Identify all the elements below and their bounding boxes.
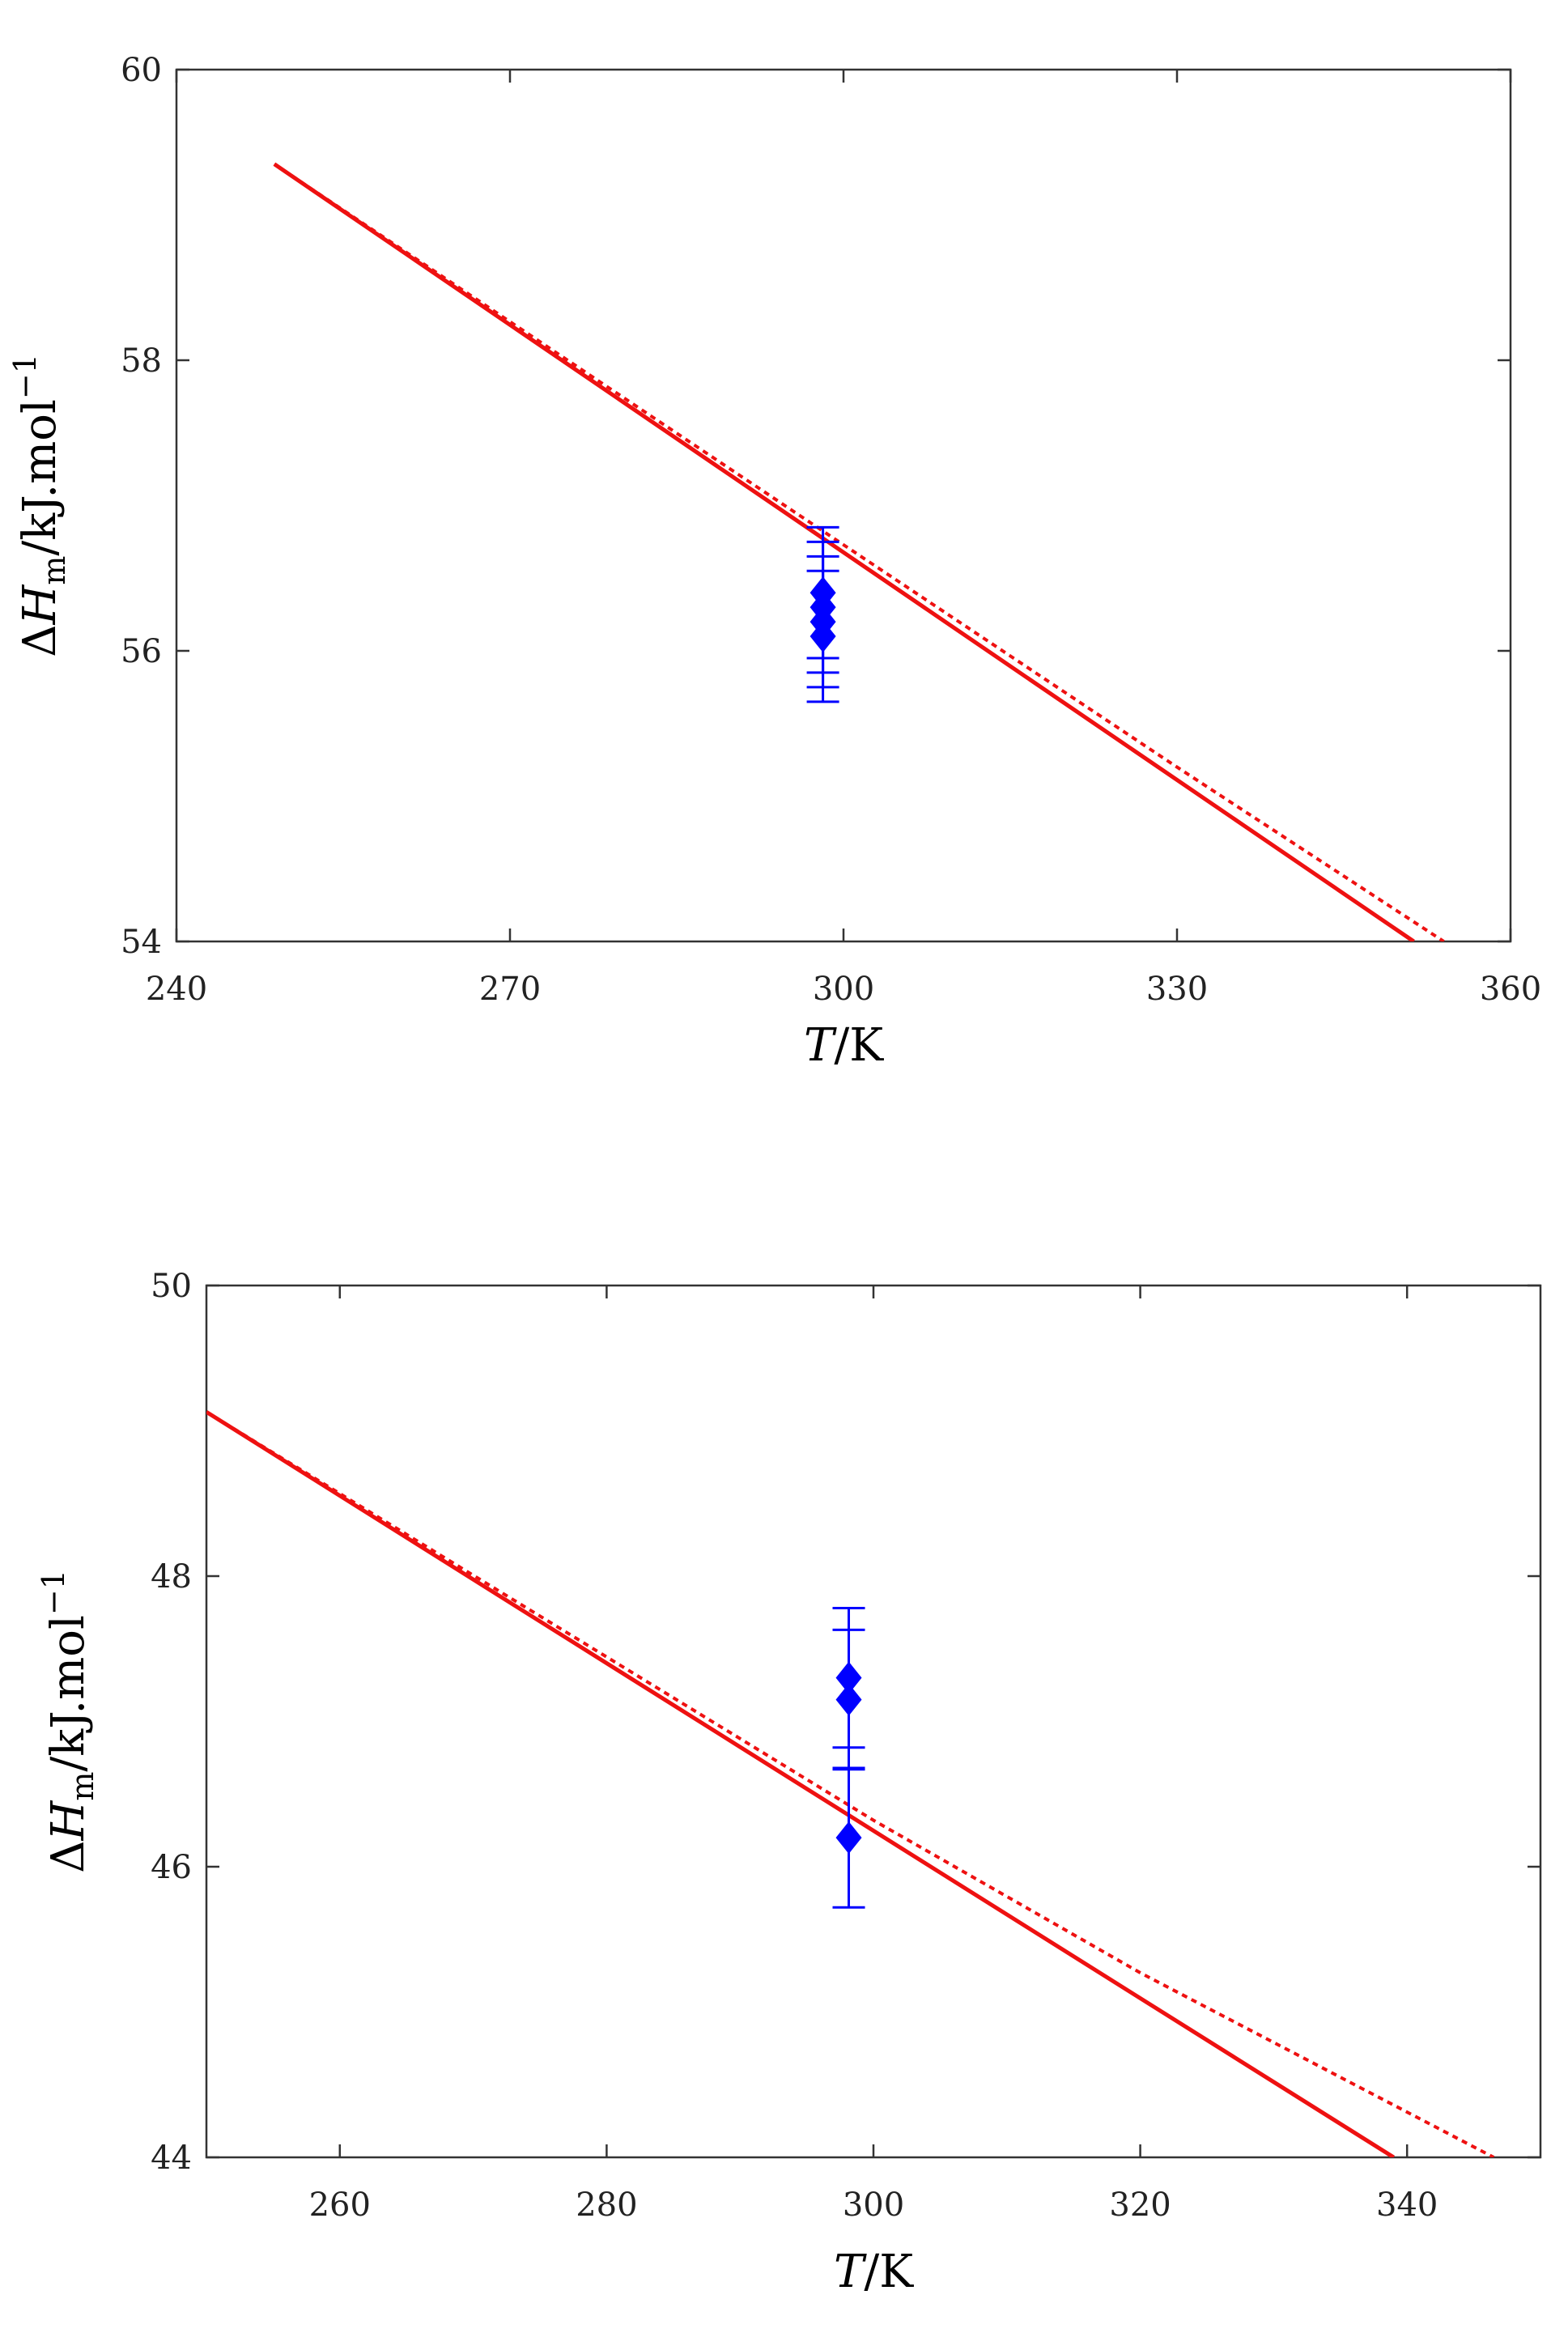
x-axis-label: T/K bbox=[834, 2246, 914, 2298]
chart-bottom: 260 280 300 320 340 44 46 48 50 T/K ΔHm/kJ.mol−1 bbox=[36, 1268, 1542, 2298]
plot-frame bbox=[205, 1284, 1542, 2159]
chart-top: 240 270 300 330 360 54 56 58 60 T/K ΔHm/kJ.mol−1 bbox=[7, 52, 1541, 1072]
x-tick-label: 300 bbox=[843, 2186, 904, 2224]
data-point bbox=[835, 1661, 862, 1694]
y-tick-label: 54 bbox=[121, 924, 162, 961]
series-line-solid bbox=[206, 1410, 1396, 2157]
y-tick-label: 44 bbox=[151, 2140, 192, 2177]
x-tick-label: 330 bbox=[1146, 971, 1208, 1008]
x-tick-label: 340 bbox=[1376, 2186, 1438, 2224]
series-line-dotted bbox=[206, 1410, 1495, 2157]
y-axis-label: ΔHm/kJ.mol−1 bbox=[36, 1570, 100, 1873]
y-axis-label: ΔHm/kJ.mol−1 bbox=[7, 354, 72, 657]
x-tick-label: 240 bbox=[146, 971, 207, 1008]
y-tick-label: 56 bbox=[121, 633, 162, 670]
series-line-solid bbox=[273, 162, 1415, 941]
x-tick-label: 270 bbox=[479, 971, 541, 1008]
x-tick-label: 280 bbox=[576, 2186, 637, 2224]
y-tick-label: 50 bbox=[151, 1268, 192, 1305]
plot-frame bbox=[175, 68, 1512, 943]
x-tick-label: 320 bbox=[1109, 2186, 1171, 2224]
y-tick-label: 60 bbox=[121, 52, 162, 89]
x-tick-label: 360 bbox=[1480, 971, 1541, 1008]
y-tick-label: 46 bbox=[151, 1849, 192, 1886]
y-tick-label: 58 bbox=[121, 342, 162, 380]
data-point bbox=[835, 1821, 862, 1855]
y-tick-label: 48 bbox=[151, 1558, 192, 1596]
x-tick-label: 300 bbox=[813, 971, 874, 1008]
data-point bbox=[809, 576, 836, 610]
series-line-dotted bbox=[273, 163, 1445, 941]
x-axis-label: T/K bbox=[804, 1019, 884, 1072]
x-tick-label: 260 bbox=[309, 2186, 371, 2224]
